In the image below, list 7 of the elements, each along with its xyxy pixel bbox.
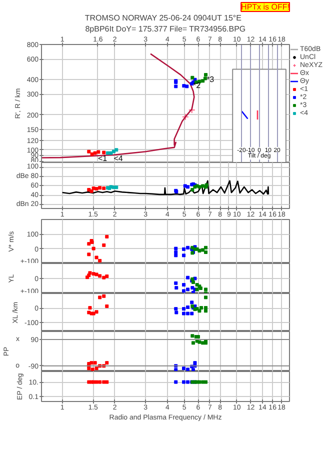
- annotation: <1: [98, 154, 108, 164]
- chart-subtitle: 8pBP6It DoY= 175.377 File= TR734956.BPG: [85, 24, 246, 34]
- annotation: <4: [114, 154, 124, 164]
- annotation: *3: [206, 75, 215, 84]
- text: HPTx is OFF!: [241, 2, 290, 12]
- annotation: *2: [192, 81, 202, 90]
- chart-title: TROMSO NORWAY 25-06-24 0904UT 15°E: [84, 14, 242, 22]
